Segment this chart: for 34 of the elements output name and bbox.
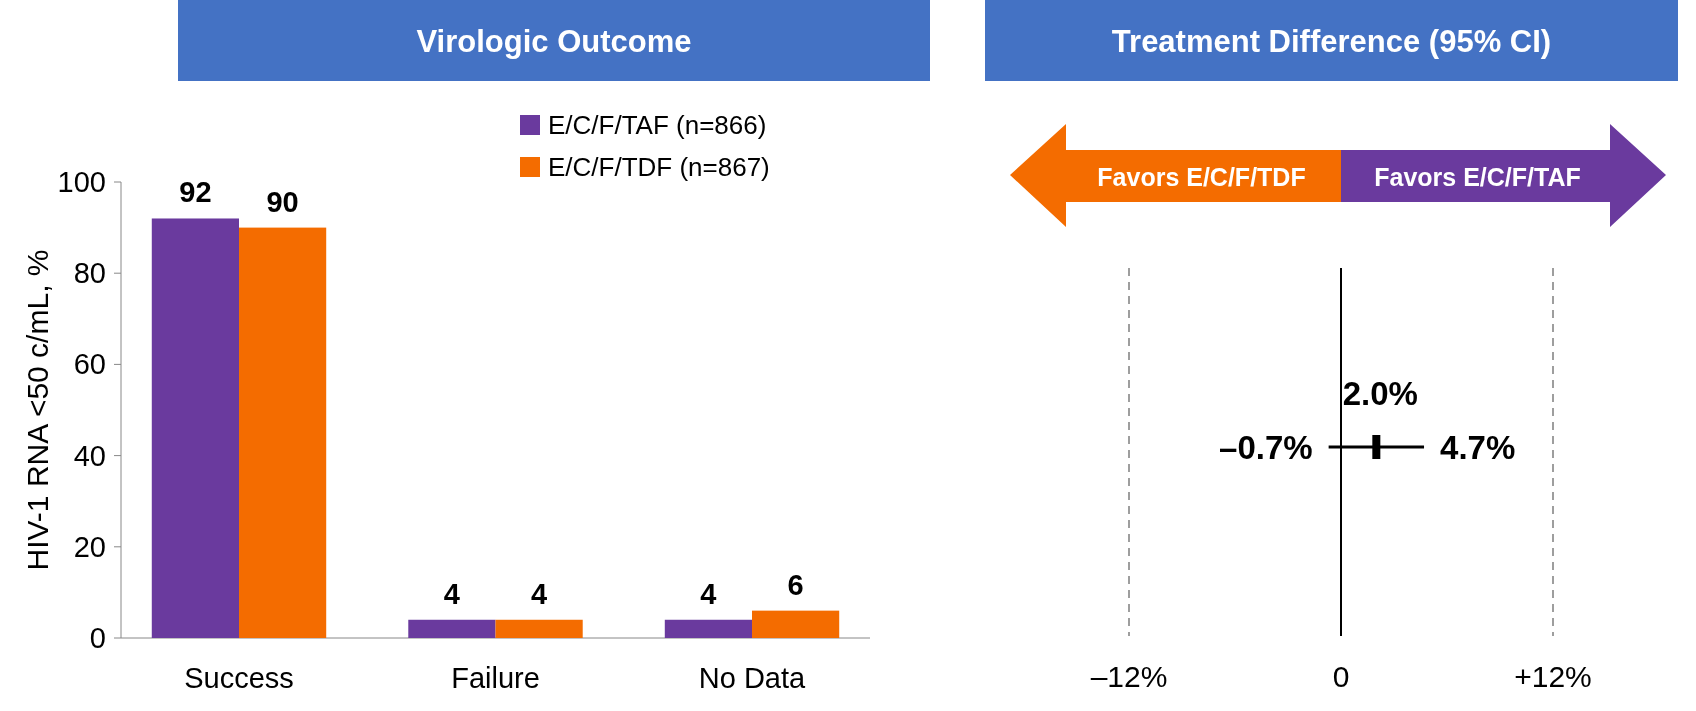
annotation: –0.7% (1219, 429, 1313, 466)
y-tick-label: 20 (73, 530, 106, 563)
bar (495, 619, 583, 638)
y-tick-label: 0 (89, 622, 106, 654)
bar (664, 619, 753, 638)
data-label: 4 (443, 577, 460, 610)
data-label: 92 (179, 176, 212, 209)
y-axis-title: HIV-1 RNA <50 c/mL, % (21, 249, 54, 571)
bar (752, 610, 840, 638)
bar (408, 619, 496, 638)
y-tick-label: 60 (73, 348, 106, 381)
legend-label: E/C/F/TAF (n=866) (548, 110, 767, 140)
bar (238, 227, 327, 638)
x-tick-label: 0 (1332, 660, 1350, 693)
chart-title: Treatment Difference (95% CI) (1111, 24, 1552, 59)
bar (151, 218, 239, 638)
legend-label: E/C/F/TDF (n=867) (548, 152, 770, 182)
data-label: 2.0% (1342, 375, 1418, 412)
y-tick-label: 100 (57, 166, 106, 198)
chart-title: Virologic Outcome (416, 24, 692, 59)
data-label: 4 (531, 577, 548, 610)
data-label: 6 (787, 568, 804, 601)
y-tick-label: 80 (73, 257, 106, 290)
text: Favors E/C/F/TDF (1097, 163, 1306, 191)
x-tick-label: –12% (1090, 660, 1168, 693)
y-tick-label: 40 (73, 439, 106, 472)
annotation: 4.7% (1440, 429, 1516, 466)
x-tick-label: +12% (1514, 660, 1592, 693)
x-tick-label: Failure (451, 662, 540, 694)
data-label: 90 (266, 185, 299, 218)
x-tick-label: Success (184, 662, 294, 694)
text: Favors E/C/F/TAF (1374, 163, 1581, 191)
x-tick-label: No Data (698, 662, 807, 694)
data-label: 4 (700, 577, 717, 610)
